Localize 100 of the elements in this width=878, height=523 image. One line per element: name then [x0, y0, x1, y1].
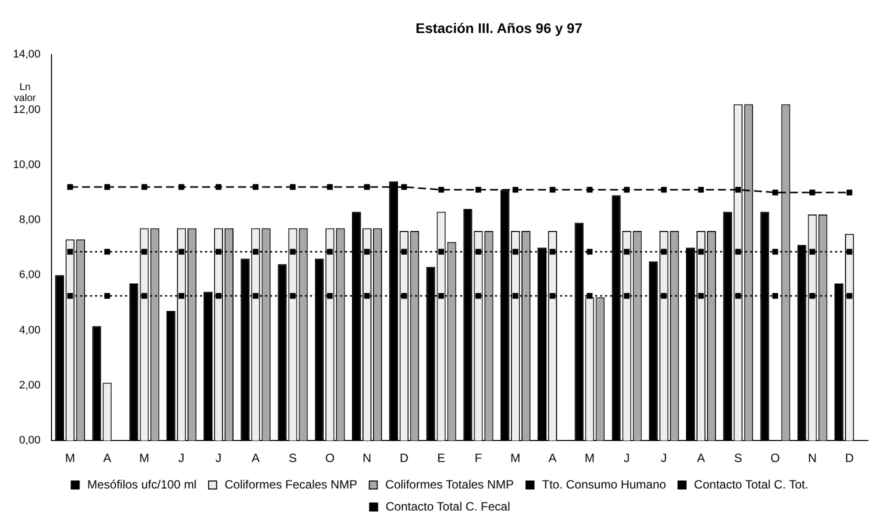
point: [290, 184, 296, 190]
point: [846, 292, 852, 299]
point: [698, 186, 704, 193]
x-tick-label: A: [696, 451, 705, 466]
y-axis-title: Ln valor: [13, 82, 37, 104]
x-tick-label: D: [845, 451, 854, 466]
point: [512, 248, 518, 255]
x-tick-label: O: [325, 451, 335, 466]
point: [698, 248, 704, 255]
x-tick-label: M: [65, 451, 76, 466]
y-tick-label: 4,00: [19, 324, 41, 336]
x-tick-label: J: [660, 451, 667, 466]
point: [216, 248, 222, 255]
point: [735, 248, 741, 255]
chart-title: Estación III. Años 96 y 97: [414, 20, 584, 36]
point: [290, 292, 296, 299]
legend-label: Contacto Total C. Tot.: [694, 477, 808, 492]
point: [67, 184, 73, 190]
x-tick-label: J: [178, 451, 184, 466]
point: [252, 248, 259, 255]
point: [550, 186, 556, 193]
x-tick-label: J: [624, 451, 630, 466]
legend-label: Mesófilos ufc/100 ml: [87, 477, 197, 492]
y-tick-label: 2,00: [19, 379, 41, 392]
point: [104, 292, 110, 299]
y-tick-label: 14,00: [12, 48, 41, 61]
point: [772, 190, 778, 196]
point: [475, 248, 482, 255]
point: [141, 248, 148, 255]
point: [67, 248, 73, 255]
point: [624, 248, 630, 255]
point: [104, 248, 110, 255]
point: [586, 292, 593, 299]
legend-label: Contacto Total C. Fecal: [386, 499, 510, 514]
point: [661, 292, 667, 299]
x-tick-label: A: [252, 451, 260, 466]
point: [550, 248, 556, 255]
point: [661, 248, 667, 255]
x-tick-label: M: [510, 451, 520, 466]
point: [438, 248, 444, 255]
point: [438, 186, 444, 193]
point: [216, 184, 222, 190]
point: [475, 186, 482, 193]
x-tick-label: N: [808, 451, 817, 466]
point: [364, 184, 370, 190]
x-tick-label: S: [288, 451, 297, 466]
point: [735, 186, 741, 193]
point: [67, 292, 73, 299]
y-tick-label: 0,00: [19, 434, 41, 447]
point: [401, 248, 407, 255]
point: [401, 292, 407, 299]
x-tick-label: J: [216, 451, 222, 466]
point: [624, 186, 630, 193]
point: [141, 184, 148, 190]
point: [290, 248, 296, 255]
point: [624, 292, 630, 299]
x-tick-label: D: [400, 451, 409, 466]
legend-label: Coliformes Totales NMP: [385, 477, 514, 492]
x-tick-label: N: [362, 451, 372, 466]
point: [512, 292, 518, 299]
x-tick-label: M: [139, 451, 150, 466]
point: [141, 292, 148, 299]
legend-label: Tto. Consumo Humano: [542, 477, 666, 492]
point: [364, 248, 370, 255]
point: [252, 184, 259, 190]
point: [178, 248, 184, 255]
point: [586, 248, 593, 255]
point: [512, 186, 518, 193]
x-tick-label: F: [474, 451, 482, 466]
legend-label: Coliformes Fecales NMP: [224, 477, 358, 492]
point: [586, 186, 593, 193]
point: [178, 292, 184, 299]
point: [364, 292, 370, 299]
point: [809, 190, 816, 196]
point: [846, 248, 852, 255]
point: [178, 184, 184, 190]
point: [735, 292, 741, 299]
point: [698, 292, 704, 299]
point: [327, 292, 333, 299]
point: [438, 292, 444, 299]
x-tick-label: E: [437, 451, 446, 466]
x-tick-label: O: [770, 451, 780, 466]
point: [772, 292, 778, 299]
y-tick-label: 8,00: [19, 214, 41, 226]
point: [550, 292, 556, 299]
x-tick-label: A: [103, 451, 112, 466]
y-tick-label: 6,00: [19, 269, 41, 282]
x-tick-label: A: [548, 451, 557, 466]
point: [809, 292, 816, 299]
x-tick-label: M: [584, 451, 595, 466]
point: [104, 184, 110, 190]
point: [475, 292, 482, 299]
point: [327, 248, 333, 255]
point: [216, 292, 222, 299]
point: [772, 248, 778, 255]
point: [252, 292, 259, 299]
y-tick-label: 10,00: [12, 158, 41, 171]
point: [327, 184, 333, 190]
point: [809, 248, 816, 255]
point: [661, 186, 667, 193]
